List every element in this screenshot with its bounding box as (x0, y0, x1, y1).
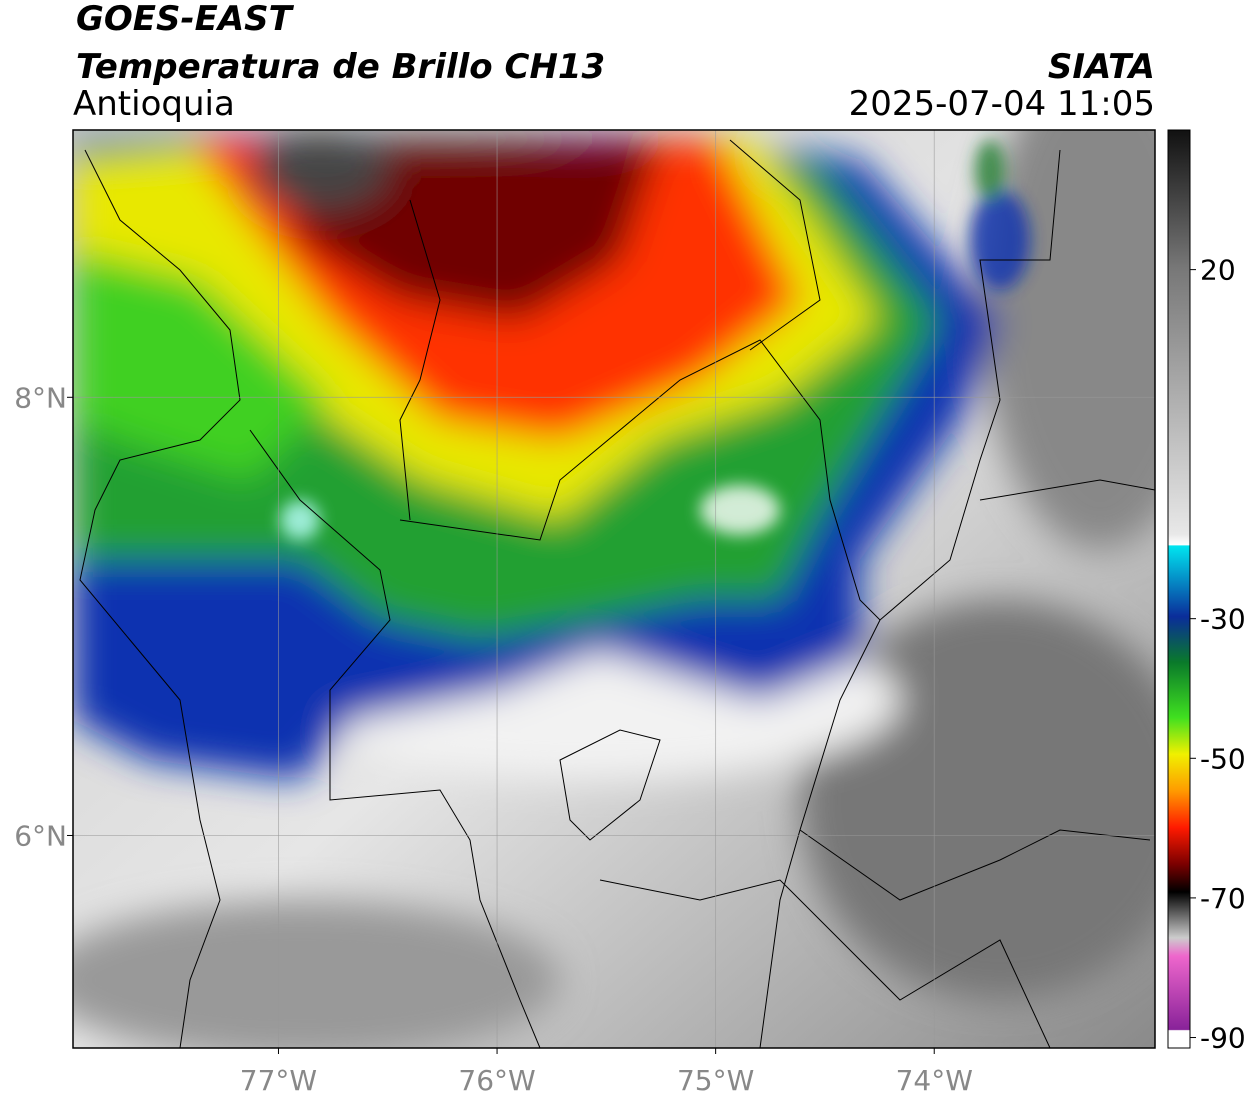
x-tick-label: 75°W (677, 1064, 754, 1097)
source: SIATA (1048, 47, 1155, 87)
colorbar-tick-label: -30 (1200, 603, 1246, 636)
y-tick-label: 8°N (14, 381, 67, 414)
x-tick-label: 74°W (896, 1064, 973, 1097)
colorbar-tick-label: 20 (1200, 254, 1236, 287)
datetime: 2025-07-04 11:05 (849, 84, 1155, 124)
map-frame (72, 129, 1156, 1049)
y-tick-label: 6°N (14, 819, 67, 852)
colorbar (1167, 129, 1191, 1049)
colorbar-tick-label: -70 (1200, 882, 1246, 915)
x-tick-label: 76°W (458, 1064, 535, 1097)
colorbar-tick-label: -50 (1200, 742, 1246, 775)
subtitle: Temperatura de Brillo CH13 (76, 47, 605, 87)
x-tick-label: 77°W (240, 1064, 317, 1097)
colorbar-tick-label: -90 (1200, 1022, 1246, 1055)
satellite-image (73, 130, 1155, 1048)
region: Antioquia (73, 84, 235, 124)
title: GOES-EAST (76, 0, 295, 39)
